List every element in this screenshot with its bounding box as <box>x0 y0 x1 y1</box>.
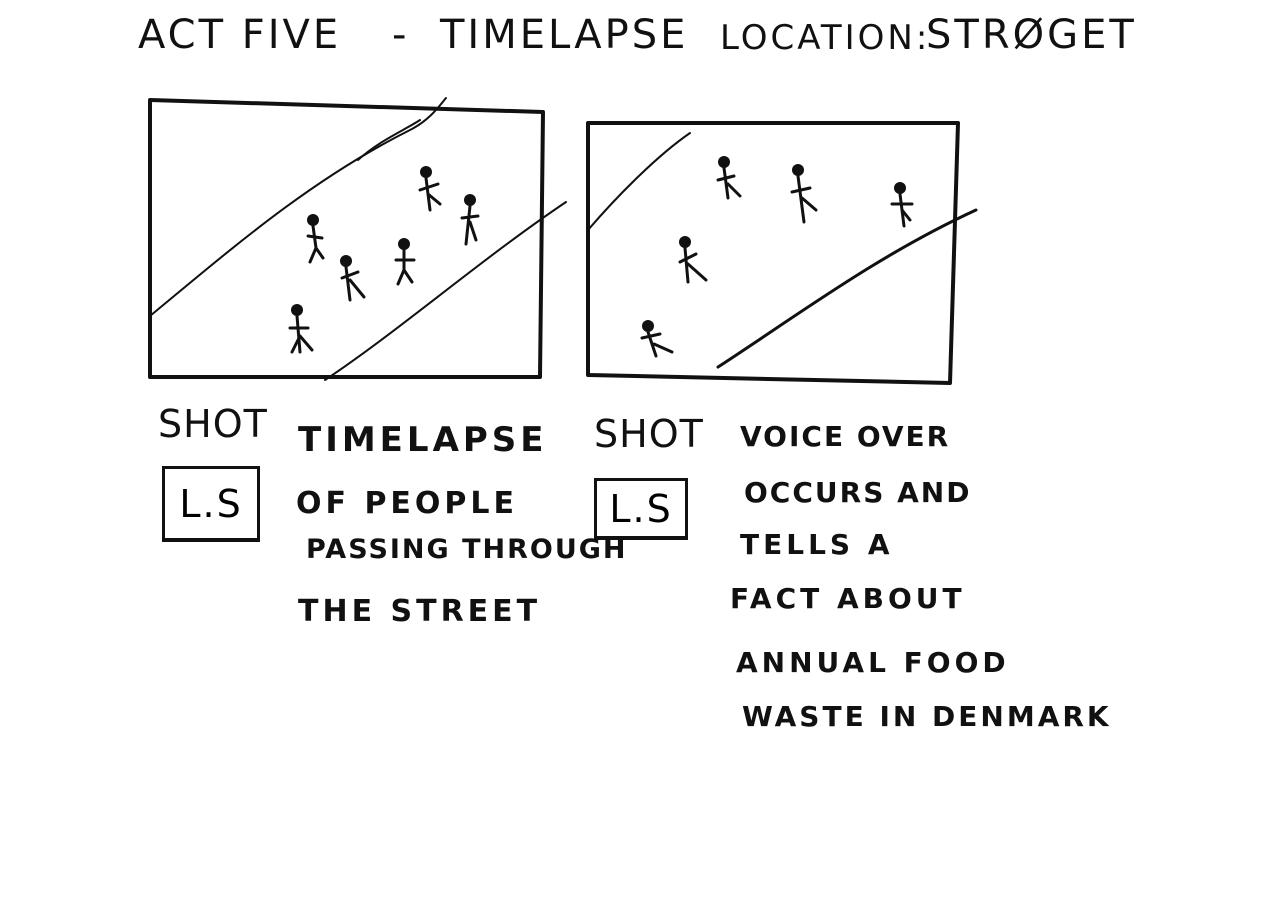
shot-type-box-2: L.S <box>594 478 688 540</box>
description-2-line-2: OCCURS AND <box>744 476 972 509</box>
description-2-line-6: WASTE IN DENMARK <box>742 700 1112 733</box>
stick-figures-1 <box>288 166 480 354</box>
description-1-line-4: THE STREET <box>298 594 542 629</box>
description-2-line-5: ANNUAL FOOD <box>736 646 1010 679</box>
stick-figure-icon <box>716 156 742 200</box>
description-2-line-3: TELLS A <box>740 528 894 561</box>
stick-figure-icon <box>306 214 325 264</box>
stick-figure-icon <box>288 304 314 354</box>
stick-figure-icon <box>418 166 442 212</box>
description-1-line-1: TIMELAPSE <box>298 420 548 460</box>
shot-type-1: L.S <box>179 481 243 526</box>
location-label: LOCATION: <box>720 18 931 58</box>
shot-label-1: SHOT <box>158 402 268 446</box>
shot-label-2: SHOT <box>594 412 704 456</box>
shot-type-2: L.S <box>609 486 673 531</box>
description-1-line-2: OF PEOPLE <box>296 486 519 521</box>
scene-subtitle: TIMELAPSE <box>440 12 689 58</box>
stick-figure-icon <box>394 238 416 286</box>
storyboard-frame-2 <box>586 121 978 385</box>
stick-figure-icon <box>340 255 366 302</box>
stick-figure-icon <box>460 194 480 246</box>
stick-figures-2 <box>640 156 914 358</box>
description-2-line-4: FACT ABOUT <box>730 582 966 615</box>
stick-figure-icon <box>790 164 818 224</box>
stick-figure-icon <box>678 236 708 284</box>
shot-type-box-1: L.S <box>162 466 260 542</box>
act-title: ACT FIVE <box>138 12 342 58</box>
title-dash: - <box>392 12 410 58</box>
stick-figure-icon <box>640 320 674 358</box>
stick-figure-icon <box>890 182 914 228</box>
storyboard-frame-1 <box>148 97 567 381</box>
description-2-line-1: VOICE OVER <box>740 420 951 453</box>
description-1-line-3: PASSING THROUGH <box>306 534 628 565</box>
location-value: STRØGET <box>926 12 1137 58</box>
